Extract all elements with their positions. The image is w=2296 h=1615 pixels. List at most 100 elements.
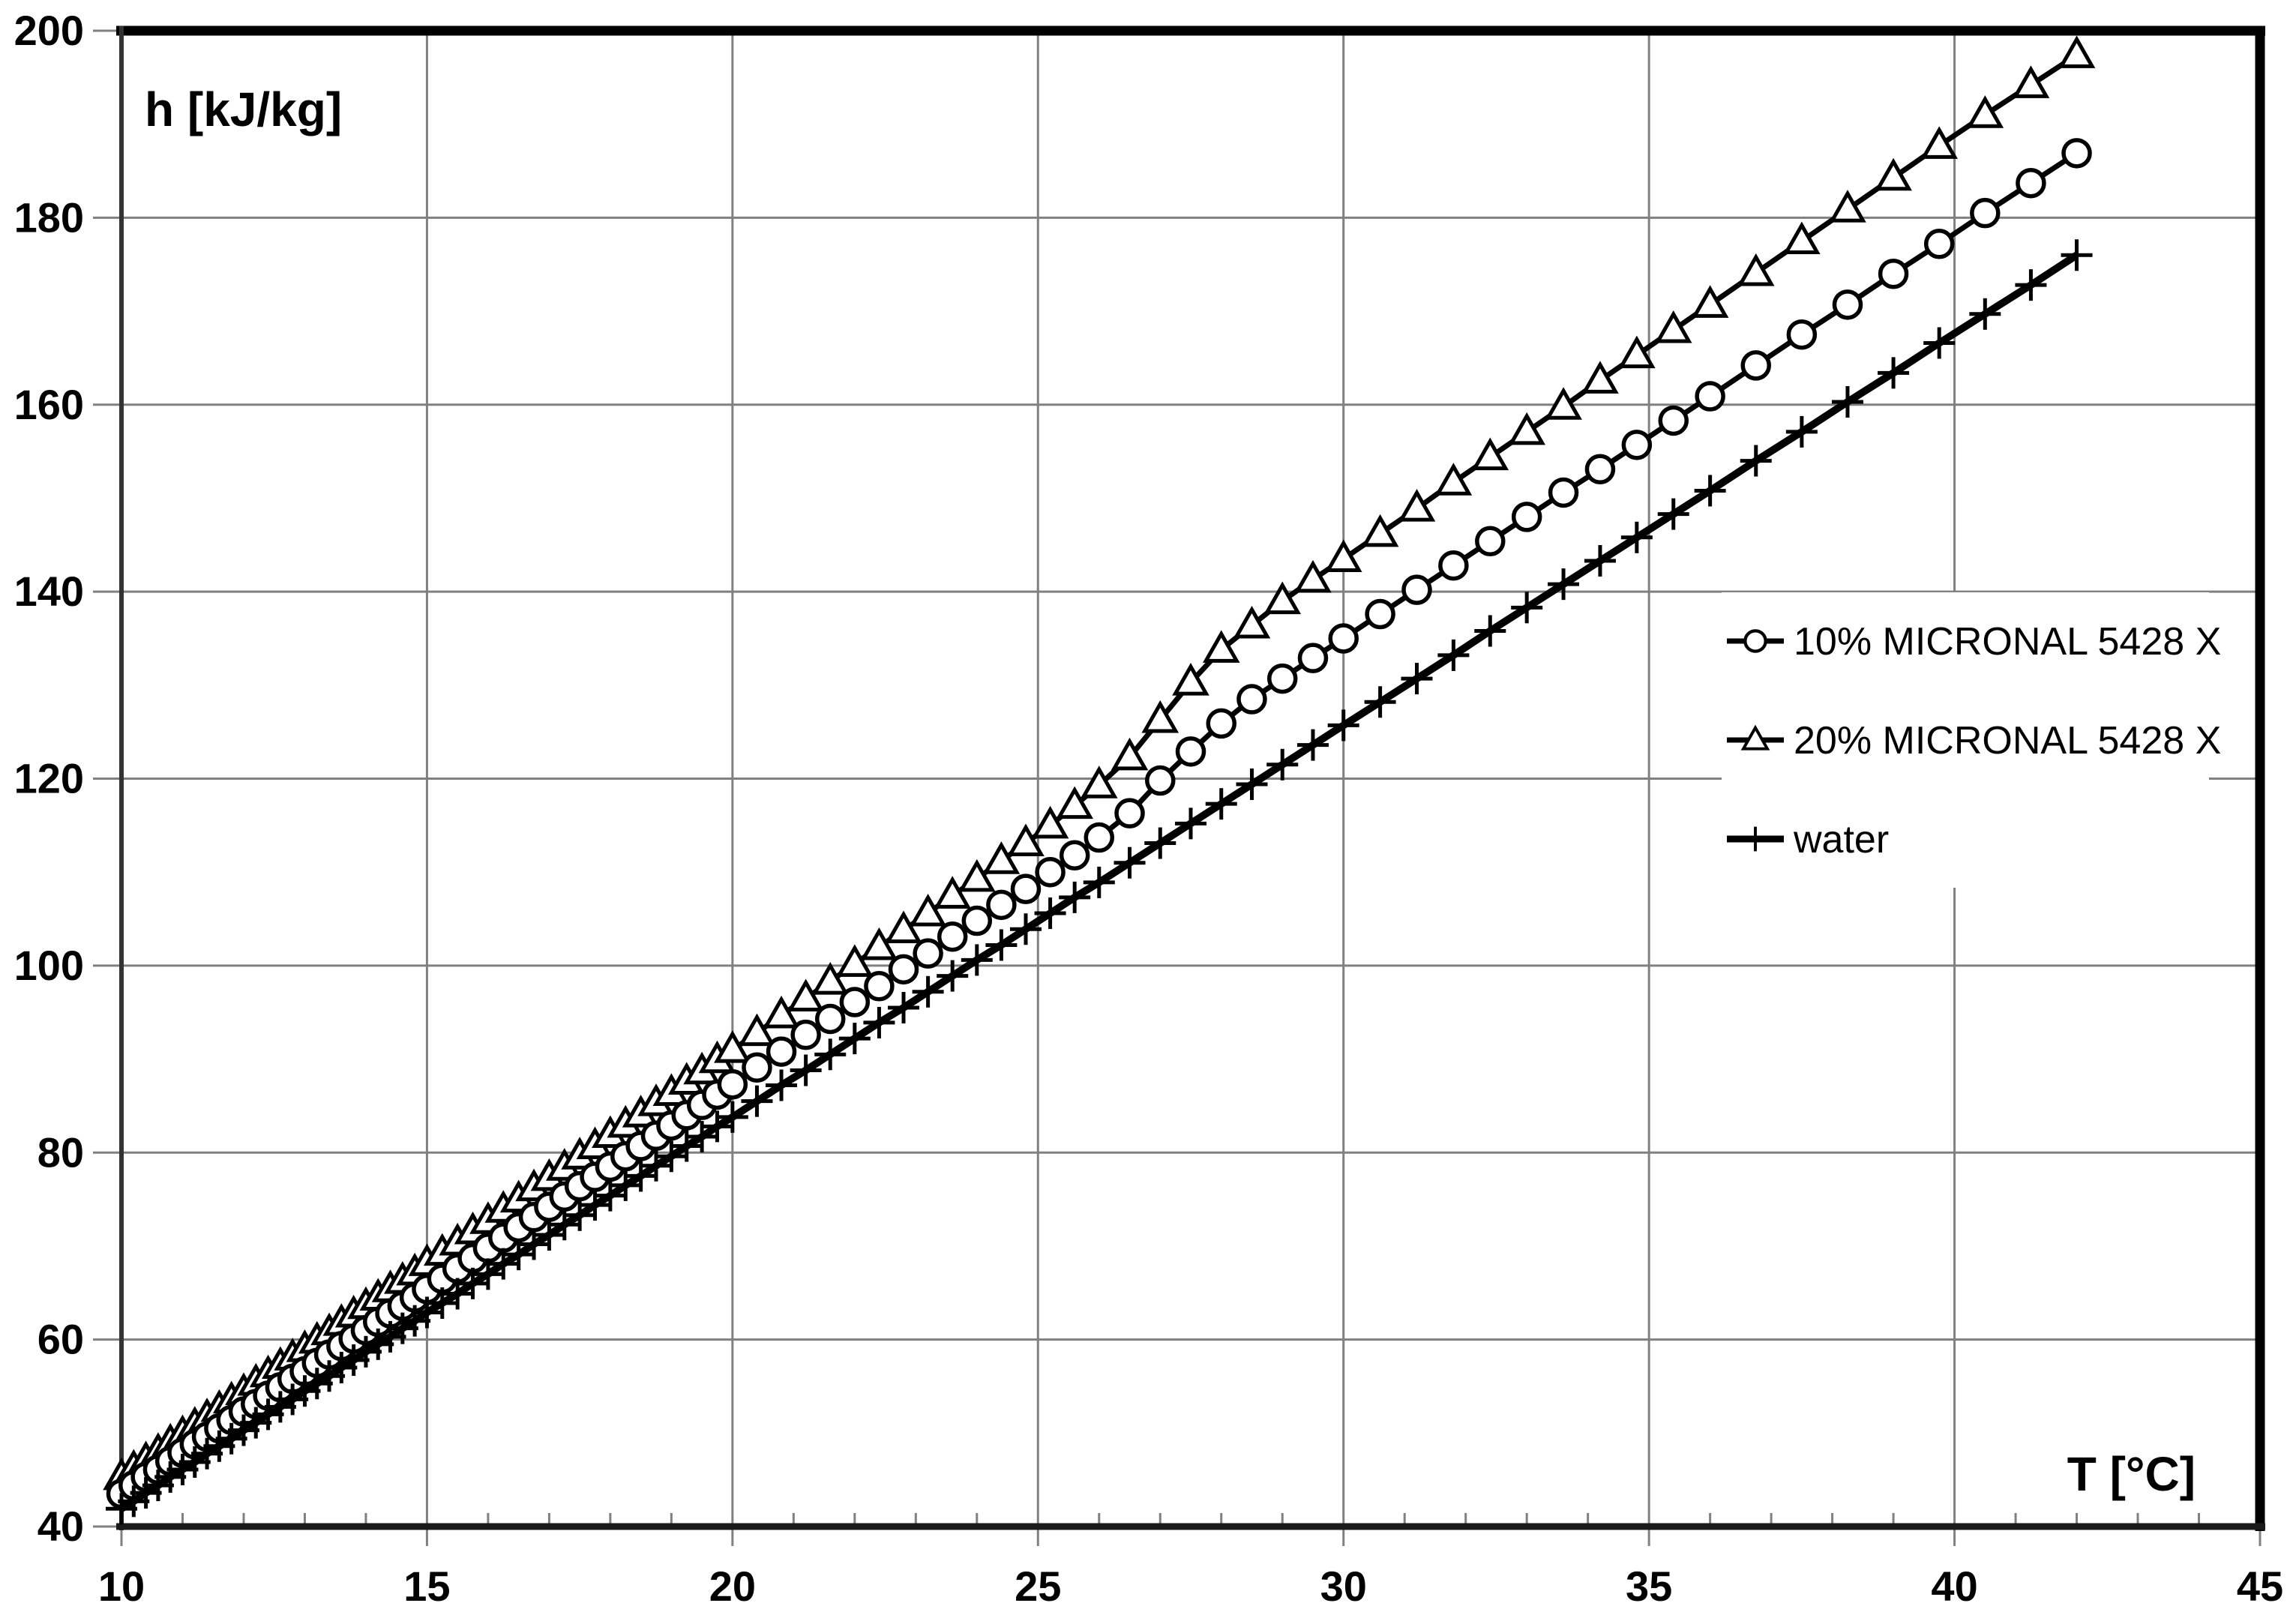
- circle-marker: [1084, 822, 1115, 853]
- triangle-marker: [1398, 489, 1436, 522]
- circle-marker: [1145, 765, 1176, 796]
- circle-marker: [1010, 873, 1042, 904]
- circle-marker: [986, 889, 1017, 921]
- circle-marker: [1236, 684, 1267, 715]
- triangle-marker: [1691, 285, 1729, 318]
- y-tick-label: 180: [14, 193, 84, 241]
- triangle-marker: [763, 995, 800, 1029]
- circle-marker: [1175, 736, 1206, 767]
- circle-marker: [1297, 643, 1329, 673]
- circle-marker: [1923, 229, 1955, 259]
- legend-row: 20% MICRONAL 5428 X: [1727, 719, 2221, 763]
- y-tick-label: 40: [37, 1503, 84, 1550]
- circle-marker: [814, 1003, 846, 1035]
- circle-marker: [1035, 856, 1066, 888]
- legend-label: 10% MICRONAL 5428 X: [1794, 620, 2221, 664]
- triangle-marker: [787, 978, 825, 1012]
- circle-marker: [1365, 598, 1395, 630]
- circle-marker: [1878, 258, 1909, 289]
- circle-marker: [937, 921, 968, 952]
- circle-marker: [2061, 138, 2092, 169]
- triangle-marker: [1875, 157, 1912, 191]
- x-tick-label: 25: [1015, 1563, 1061, 1610]
- circle-marker: [1266, 663, 1298, 694]
- x-tick-label: 40: [1931, 1563, 1977, 1610]
- triangle-marker: [1361, 514, 1399, 547]
- triangle-marker: [1545, 387, 1582, 420]
- triangle-marker: [1920, 126, 1959, 159]
- triangle-marker: [1434, 463, 1473, 496]
- triangle-marker: [1111, 737, 1149, 771]
- circle-marker: [1832, 289, 1863, 320]
- circle-marker: [1743, 629, 1767, 653]
- circle-marker: [1206, 708, 1236, 739]
- circle-marker: [1658, 405, 1689, 436]
- triangle-marker: [2058, 35, 2096, 68]
- triangle-marker: [1233, 605, 1271, 639]
- circle-marker: [1401, 574, 1432, 605]
- circle-marker: [864, 971, 895, 1002]
- triangle-marker: [811, 962, 850, 995]
- triangle-marker: [836, 944, 874, 977]
- triangle-marker: [1508, 412, 1545, 445]
- triangle-marker: [1141, 700, 1179, 733]
- triangle-marker: [934, 876, 972, 909]
- x-axis-title: T [°C]: [2067, 1447, 2196, 1501]
- circle-marker: [961, 905, 993, 936]
- circle-marker: [1970, 197, 2001, 229]
- legend-label: water: [1793, 818, 1889, 861]
- circle-marker: [1114, 798, 1145, 828]
- grid-layer: 10 15 20 25 30 35 40 45 40 60 80 100 120 140 160 180 200: [14, 7, 2284, 1610]
- y-tick-label: 120: [14, 755, 84, 802]
- y-axis-title: h [kJ/kg]: [145, 82, 342, 136]
- triangle-marker: [1783, 221, 1821, 255]
- triangle-marker: [909, 893, 947, 927]
- y-tick-label: 100: [14, 942, 84, 989]
- triangle-marker: [958, 858, 996, 892]
- triangle-marker: [1202, 630, 1240, 663]
- circle-marker: [1475, 526, 1506, 557]
- triangle-marker: [1471, 437, 1509, 471]
- circle-marker: [790, 1019, 821, 1050]
- circle-marker: [742, 1052, 772, 1083]
- y-tick-label: 200: [14, 7, 84, 54]
- circle-marker: [1584, 454, 1616, 485]
- triangle-marker: [714, 1030, 751, 1063]
- legend-row: water: [1727, 818, 1889, 861]
- circle-marker: [913, 938, 943, 969]
- series-circle: [106, 138, 2092, 1509]
- triangle-marker: [1654, 310, 1692, 343]
- x-tick-label: 30: [1320, 1563, 1367, 1610]
- triangle-marker: [982, 841, 1021, 874]
- legend: 10% MICRONAL 5428 X 20% MICRONAL 5428 X wa…: [1722, 592, 2221, 888]
- triangle-marker: [1618, 335, 1656, 369]
- triangle-marker: [738, 1013, 776, 1047]
- circle-marker: [1511, 502, 1542, 532]
- y-tick-label: 80: [37, 1128, 84, 1176]
- triangle-marker: [860, 927, 898, 960]
- circle-marker: [1740, 350, 1771, 381]
- circle-marker: [1438, 550, 1469, 581]
- triangle-marker: [1740, 724, 1770, 751]
- y-tick-label: 60: [37, 1316, 84, 1363]
- y-tick-label: 140: [14, 568, 84, 615]
- series-plus: [106, 239, 2093, 1525]
- circle-marker: [1328, 623, 1359, 654]
- circle-marker: [888, 954, 919, 985]
- circle-marker: [1548, 477, 1579, 508]
- triangle-marker: [1056, 786, 1093, 819]
- legend-label: 20% MICRONAL 5428 X: [1794, 719, 2221, 763]
- circle-marker: [2016, 167, 2046, 199]
- triangle-marker: [1294, 559, 1332, 593]
- triangle-marker: [1324, 539, 1362, 572]
- circle-marker: [1695, 381, 1725, 412]
- triangle-marker: [1263, 581, 1302, 615]
- circle-marker: [839, 987, 871, 1017]
- x-tick-label: 35: [1626, 1563, 1672, 1610]
- triangle-marker: [1172, 663, 1209, 696]
- series-layer: [103, 35, 2096, 1525]
- triangle-marker: [1031, 805, 1069, 839]
- legend-box: [1722, 592, 2209, 888]
- triangle-marker: [1737, 253, 1775, 286]
